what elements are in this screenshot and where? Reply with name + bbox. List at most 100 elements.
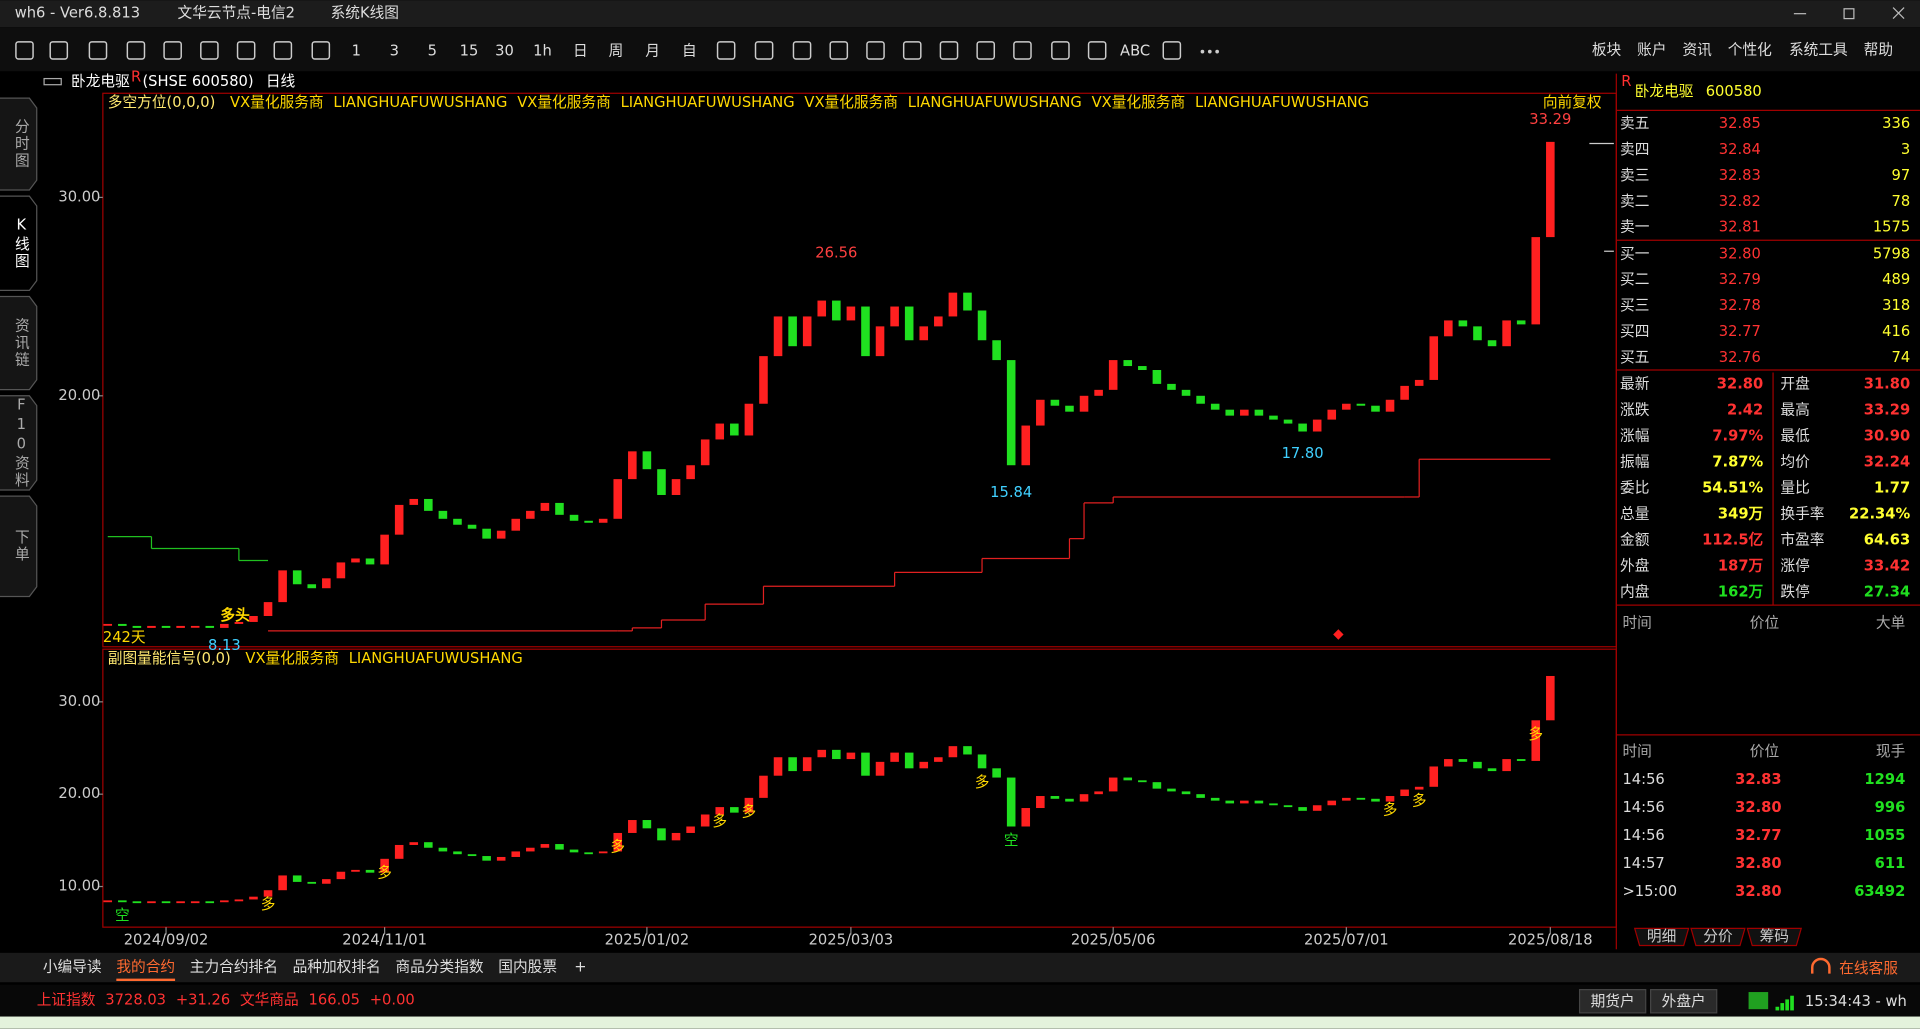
period-button[interactable]: 周 [609,43,624,60]
headset-icon[interactable] [1811,957,1831,974]
period-button[interactable]: 15 [460,43,479,60]
period-button[interactable]: 5 [428,43,437,60]
period-button[interactable]: 月 [645,43,660,60]
side-tab[interactable] [0,395,38,491]
y-tick-label: 10.00 [58,878,100,895]
toolbar-icon[interactable] [902,41,922,60]
bottom-tab[interactable]: 品种加权排名 [293,959,381,976]
side-tab-label[interactable]: 下单 [13,529,30,563]
toolbar-icon[interactable] [976,41,996,60]
candle [394,504,404,535]
indicator-name[interactable]: 副图量能信号(0,0) [108,650,231,667]
bottom-tab[interactable]: 商品分类指数 [395,959,483,976]
period-button[interactable]: 1 [352,43,361,60]
more-dot[interactable] [1207,49,1212,54]
book-volume: 489 [1882,271,1910,288]
toolbar-icon[interactable] [273,41,293,60]
restore[interactable] [1843,8,1855,20]
candle [1036,399,1045,426]
toolbar-icon[interactable] [716,41,736,60]
menu-item[interactable]: 个性化 [1728,41,1772,58]
account-button[interactable] [1578,988,1647,1014]
candle [1225,800,1235,804]
menu-item[interactable]: 账户 [1637,41,1666,58]
panel-tab[interactable] [1690,927,1746,947]
toolbar-icon[interactable] [163,41,182,60]
panel-tab-label[interactable]: 筹码 [1760,928,1789,945]
period-button[interactable]: 日 [573,43,588,60]
side-tab-label[interactable]: 分时图 [13,118,30,169]
period-select[interactable]: 日线 [266,73,296,90]
toolbar-icon[interactable] [311,41,331,60]
menu-item[interactable]: 板块 [1592,40,1622,58]
account-button-label[interactable]: 期货户 [1591,993,1635,1010]
toolbar-icon[interactable] [49,41,69,60]
y-tick-label: 30.00 [58,693,100,710]
candle [1312,419,1322,432]
close[interactable] [1892,7,1905,20]
candle [1006,777,1016,827]
account-button-label[interactable]: 外盘户 [1662,992,1706,1010]
toolbar-icon[interactable] [236,41,256,60]
bottom-tab[interactable]: 小编导读 [43,959,102,976]
candle [555,502,564,515]
stat-label: 市盈率 [1780,531,1824,548]
account-button[interactable] [1650,988,1718,1014]
toolbar-icon[interactable] [829,41,849,60]
customer-service[interactable]: 在线客服 [1839,960,1898,977]
toolbar-icon[interactable] [1051,41,1070,60]
panel-tab[interactable] [1633,927,1690,947]
candle [1429,766,1439,787]
toolbar-icon[interactable] [754,41,774,60]
y-tick-label: 30.00 [58,188,100,205]
toolbar-icon[interactable] [939,41,959,60]
toolbar-icon[interactable] [88,41,108,60]
bottom-tab[interactable]: 主力合约排名 [190,959,278,976]
book-volume: 416 [1882,323,1910,340]
side-tab-label[interactable]: K线图 [13,216,30,270]
more-dot[interactable] [1200,49,1205,54]
period-button[interactable]: 自 [682,43,697,60]
book-label: 买一 [1620,245,1650,262]
period-button[interactable]: 3 [390,43,399,60]
toolbar-icon[interactable] [15,41,34,60]
menu-item[interactable]: 系统工具 [1789,41,1848,58]
menu-item[interactable]: 帮助 [1864,41,1893,58]
stock-name: 卧龙电驱 [71,73,130,90]
indicator-name[interactable]: 多空方位(0,0,0) [108,94,216,111]
add-tab[interactable]: + [574,959,586,976]
toolbar-icon[interactable] [1013,41,1032,60]
stat-label: 涨停 [1780,557,1809,574]
window-controls[interactable] [1793,7,1905,20]
side-tab[interactable] [0,495,38,598]
panel-tab[interactable] [1746,927,1803,947]
panel-tab-label[interactable]: 明细 [1647,928,1676,945]
more-dot[interactable] [1215,49,1219,54]
toolbar-icon[interactable] [200,41,219,60]
bottom-tab[interactable]: 我的合约 [116,959,175,976]
side-tab[interactable] [0,195,38,292]
adjust-mode[interactable]: 向前复权 [1543,93,1602,111]
panel-tab-label[interactable]: 分价 [1703,928,1733,945]
candle [1473,761,1482,769]
bottom-tab[interactable]: 国内股票 [498,959,557,976]
candle [147,901,156,904]
book-volume: 1575 [1873,219,1910,236]
side-tab-label[interactable]: 资讯链 [13,317,30,368]
period-button[interactable]: 30 [495,43,514,60]
side-tab-label[interactable]: F10资料 [13,397,30,490]
side-tab[interactable] [0,97,38,191]
period-button[interactable]: 1h [533,43,552,60]
text-tool[interactable]: ABC [1120,43,1150,60]
menu-item[interactable]: 资讯 [1682,41,1712,58]
candle [977,310,987,341]
stat-value: 64.63 [1864,531,1910,548]
toolbar-icon[interactable] [792,41,812,60]
toolbar-icon[interactable] [1087,41,1107,60]
toolbar-icon[interactable] [1162,41,1182,60]
side-tab[interactable] [0,295,38,391]
candle [904,752,914,769]
candle [861,306,870,357]
toolbar-icon[interactable] [126,41,146,60]
toolbar-icon[interactable] [866,41,885,60]
